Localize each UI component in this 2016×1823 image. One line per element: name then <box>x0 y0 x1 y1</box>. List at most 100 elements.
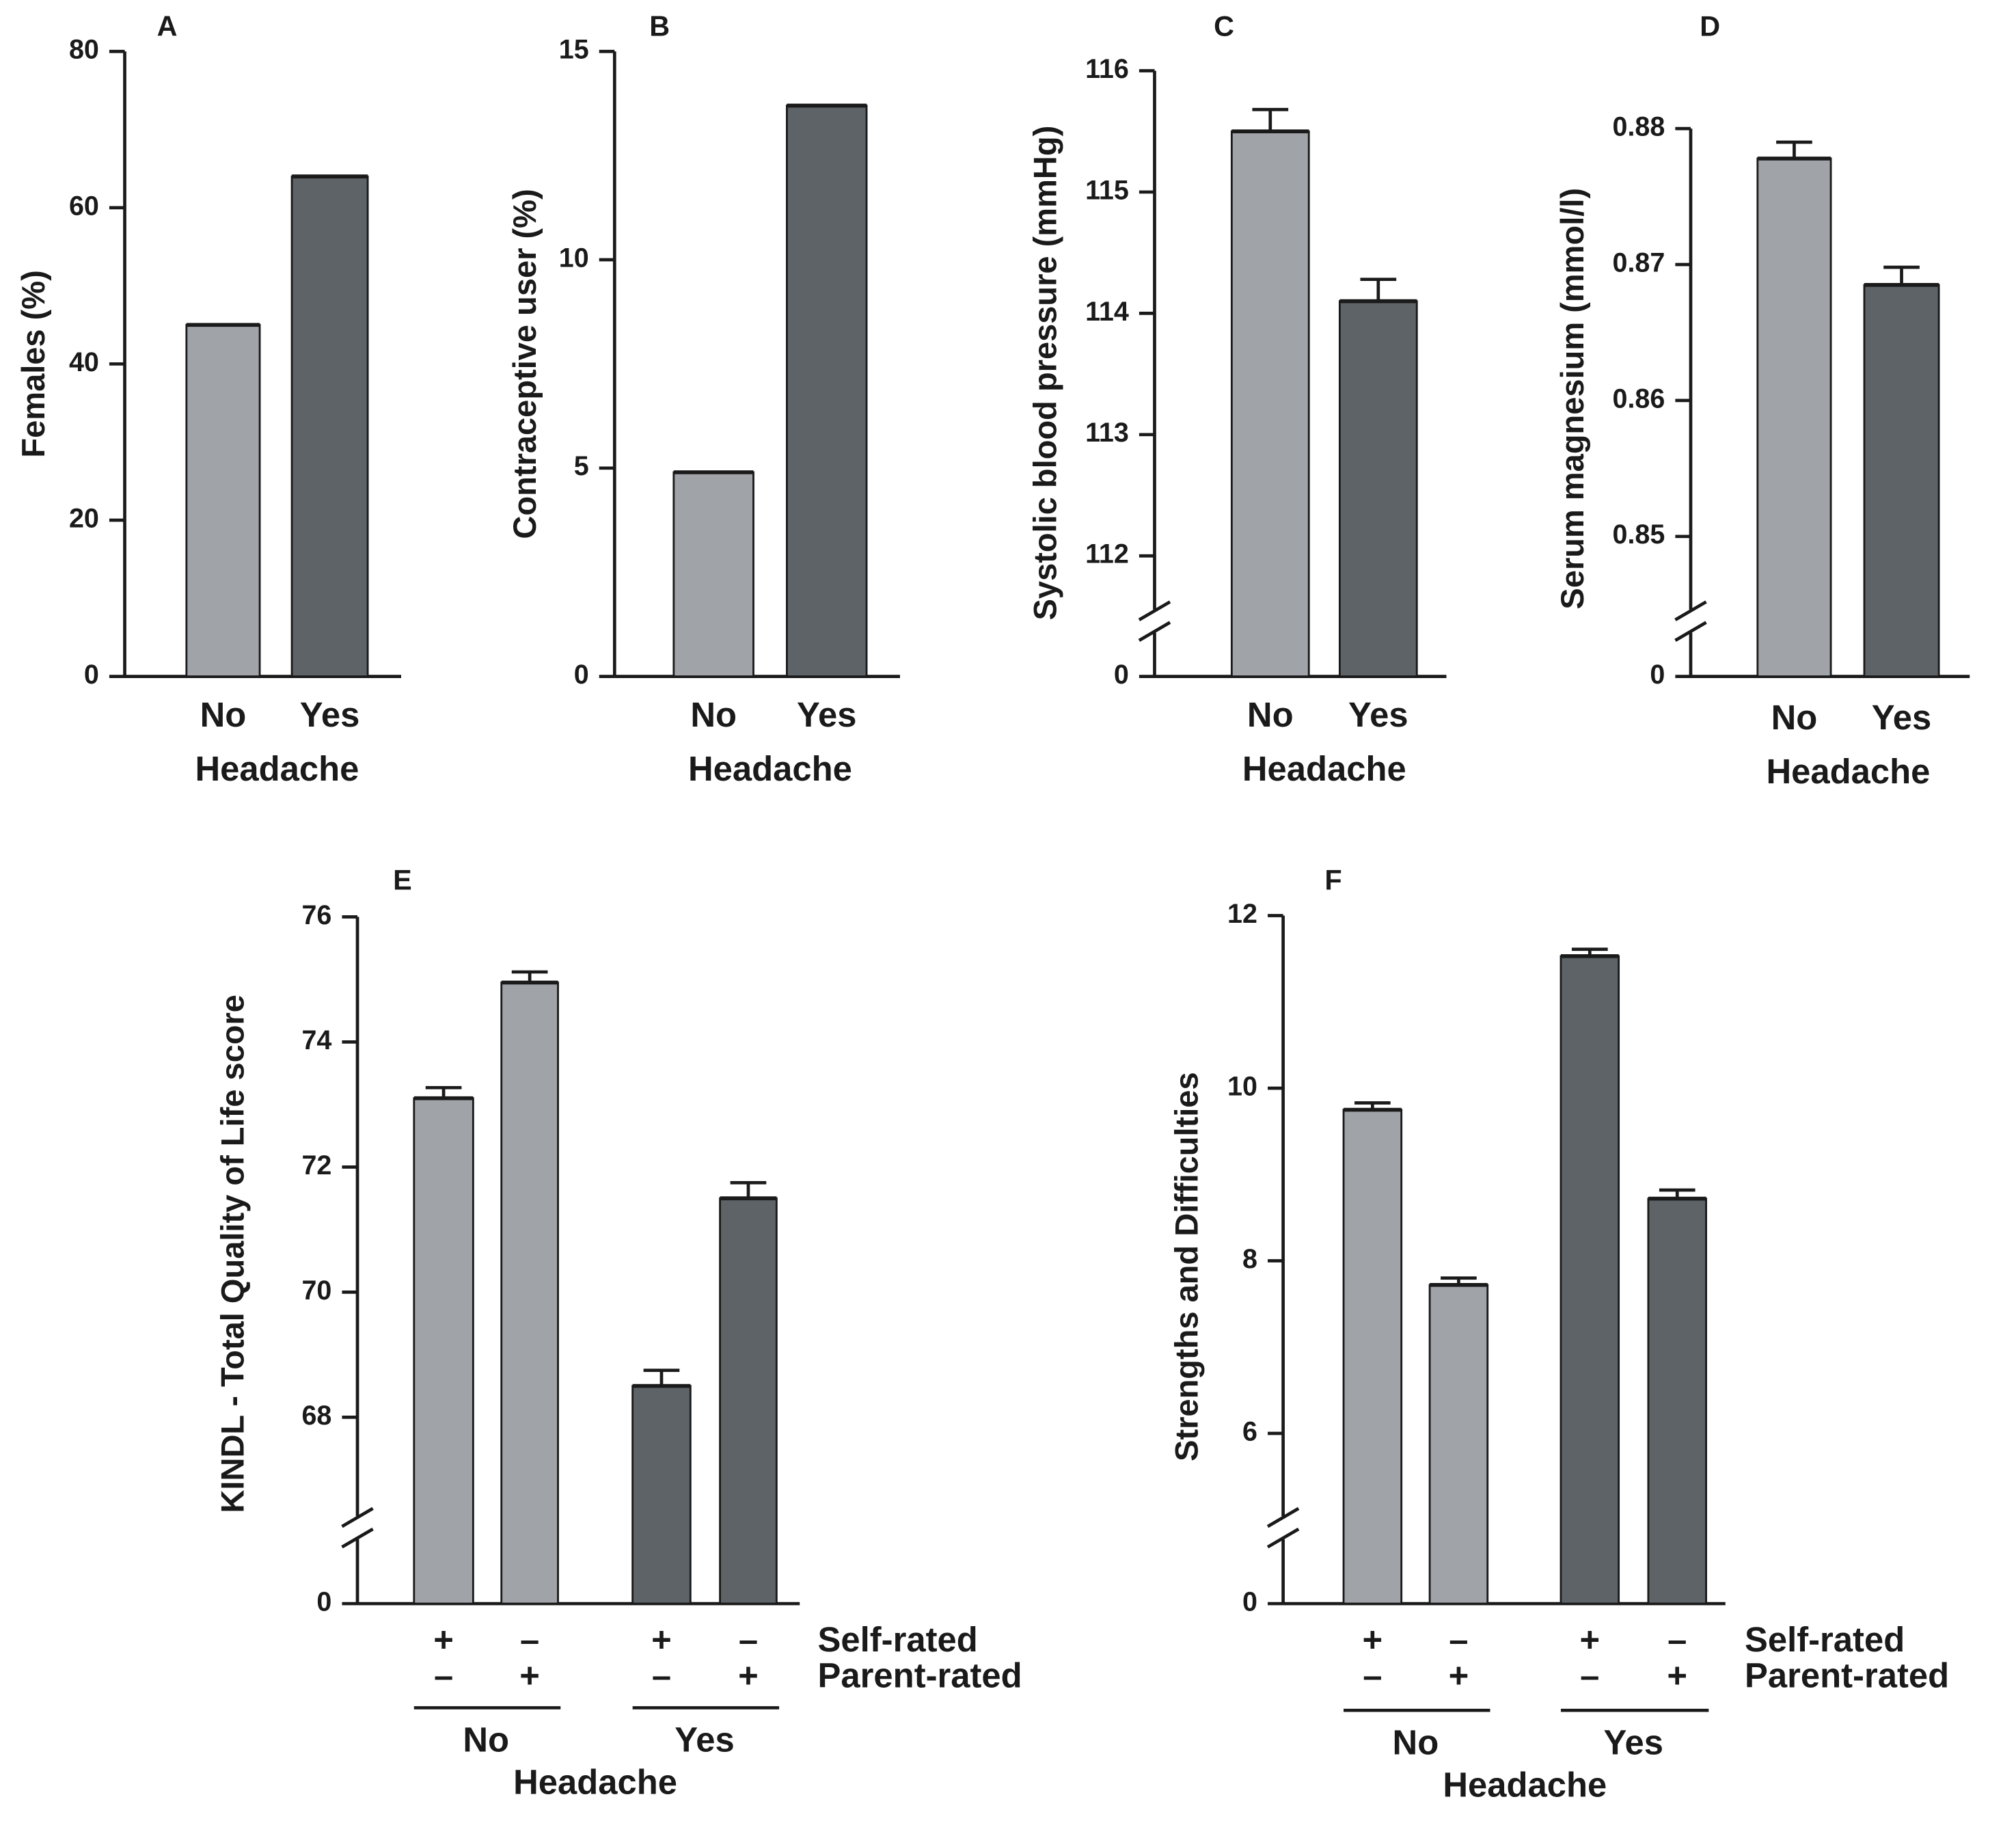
bar <box>413 1097 474 1605</box>
group-label: Yes <box>675 1720 735 1759</box>
y-tick-label: 115 <box>1085 175 1129 205</box>
x-axis-label: Headache <box>1242 749 1406 788</box>
x-tick-label: Yes <box>300 695 360 734</box>
bar <box>672 471 754 678</box>
panel-letter: A <box>157 10 178 42</box>
y-tick-label: 0 <box>1650 660 1665 690</box>
sign: + <box>651 1620 672 1659</box>
axis-break <box>1138 621 1171 642</box>
panel-letter: D <box>1700 10 1720 42</box>
y-tick-label: 5 <box>574 451 589 481</box>
y-tick-label: 112 <box>1085 539 1129 569</box>
y-tick-label: 40 <box>69 347 99 377</box>
y-tick-label: 0 <box>316 1586 331 1617</box>
y-axis-label: KINDL - Total Quality of Life score <box>215 995 251 1513</box>
y-tick-label: 60 <box>69 191 99 221</box>
y-tick-label: 113 <box>1085 418 1129 448</box>
y-tick-label: 10 <box>559 243 589 273</box>
y-axis-label: Serum magnesium (mmol/l) <box>1554 188 1590 610</box>
row-label: Parent-rated <box>818 1656 1022 1695</box>
group-label: No <box>1393 1723 1439 1761</box>
y-tick-label: 68 <box>301 1401 331 1431</box>
x-tick-label: No <box>1247 695 1294 734</box>
y-tick-label: 114 <box>1085 297 1129 327</box>
bar <box>1338 300 1418 678</box>
panel-letter: B <box>649 10 670 42</box>
y-axis-label: Contraceptive user (%) <box>506 189 543 539</box>
axis-break <box>1266 1527 1300 1549</box>
panel-letter: E <box>393 865 412 896</box>
sign: + <box>1363 1620 1383 1659</box>
panel-letter: C <box>1214 10 1234 42</box>
y-tick-label: 74 <box>301 1025 331 1055</box>
bar <box>1428 1284 1489 1605</box>
y-tick-label: 80 <box>69 35 99 65</box>
bar <box>785 105 868 678</box>
y-tick-label: 0 <box>574 660 589 690</box>
sign: – <box>1580 1656 1599 1695</box>
y-tick-label: 8 <box>1242 1244 1257 1274</box>
x-axis-label: Headache <box>688 749 852 788</box>
axis-break <box>341 1527 374 1549</box>
panel-letter: F <box>1324 865 1341 896</box>
y-tick-label: 0 <box>1242 1586 1257 1617</box>
group-label: No <box>463 1720 509 1759</box>
sign: + <box>1449 1656 1469 1695</box>
y-tick-label: 76 <box>301 900 331 930</box>
y-tick-label: 20 <box>69 503 99 533</box>
sign: – <box>434 1656 453 1695</box>
y-tick-label: 116 <box>1085 54 1129 84</box>
y-tick-label: 0 <box>1114 660 1129 690</box>
y-axis-label: Strengths and Difficulties <box>1169 1072 1205 1461</box>
axis-break <box>1674 600 1707 621</box>
bar <box>290 175 369 678</box>
y-tick-label: 0.85 <box>1612 519 1665 550</box>
bar <box>1756 157 1832 678</box>
y-axis-label: Females (%) <box>15 270 51 457</box>
bar <box>185 323 261 678</box>
sign: + <box>738 1656 759 1695</box>
group-label: Yes <box>1603 1723 1663 1761</box>
sign: – <box>652 1656 671 1695</box>
axis-break <box>341 1507 374 1528</box>
sign: – <box>1667 1620 1687 1659</box>
x-axis-label: Headache <box>513 1763 677 1802</box>
y-tick-label: 0 <box>84 660 99 690</box>
sign: + <box>519 1656 540 1695</box>
bar <box>1863 284 1940 678</box>
y-tick-label: 15 <box>559 35 589 65</box>
x-tick-label: Yes <box>797 695 857 734</box>
bar <box>1342 1109 1403 1605</box>
sign: + <box>1667 1656 1687 1695</box>
y-axis-label: Systolic blood pressure (mmHg) <box>1027 126 1063 621</box>
x-tick-label: Yes <box>1872 698 1932 737</box>
y-tick-label: 0.87 <box>1612 247 1665 278</box>
row-label: Self-rated <box>818 1620 978 1659</box>
bar <box>1647 1198 1707 1605</box>
y-tick-label: 70 <box>301 1275 331 1306</box>
axis-break <box>1138 600 1171 621</box>
y-tick-label: 10 <box>1227 1071 1257 1101</box>
sign: – <box>1449 1620 1468 1659</box>
x-axis-label: Headache <box>195 749 359 788</box>
sign: – <box>739 1620 758 1659</box>
x-tick-label: No <box>1771 698 1818 737</box>
bar <box>1559 955 1620 1605</box>
row-label: Self-rated <box>1745 1620 1905 1659</box>
x-tick-label: No <box>200 695 247 734</box>
x-axis-label: Headache <box>1443 1765 1607 1804</box>
bar <box>631 1385 692 1605</box>
sign: – <box>1363 1656 1382 1695</box>
y-tick-label: 6 <box>1242 1416 1257 1446</box>
sign: + <box>433 1620 454 1659</box>
y-tick-label: 0.88 <box>1612 112 1665 142</box>
y-tick-label: 72 <box>301 1150 331 1180</box>
row-label: Parent-rated <box>1745 1656 1949 1695</box>
axis-break <box>1674 621 1707 642</box>
bar <box>1230 130 1310 678</box>
sign: – <box>520 1620 539 1659</box>
x-axis-label: Headache <box>1767 752 1931 791</box>
sign: + <box>1579 1620 1600 1659</box>
x-tick-label: Yes <box>1348 695 1408 734</box>
